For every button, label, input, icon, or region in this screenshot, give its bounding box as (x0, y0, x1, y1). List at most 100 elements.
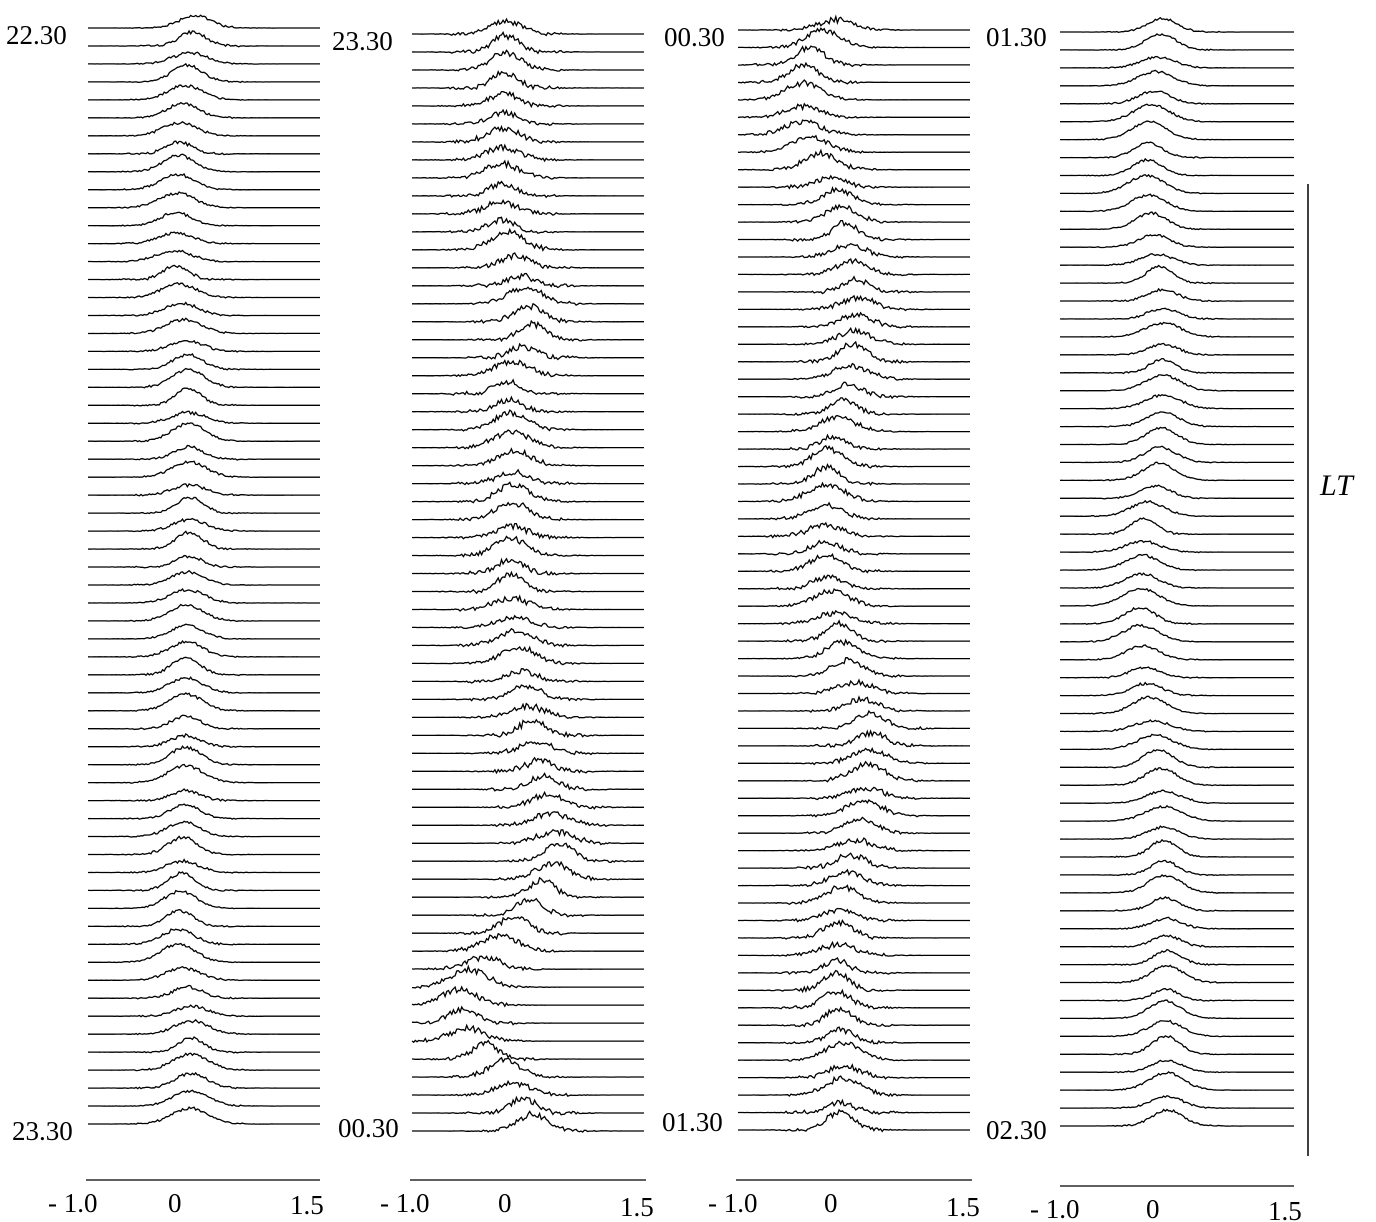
panel-2-trace-51 (412, 916, 644, 936)
panel-1-trace-22 (88, 387, 320, 407)
panel-1-trace-21 (88, 367, 320, 389)
panel-1-trace-30 (87, 530, 320, 551)
panel-4-trace-14 (1059, 253, 1294, 267)
panel-1-trace-56 (88, 1004, 320, 1018)
panel-3-trace-3 (738, 45, 970, 68)
panel-4-trace-9 (1060, 157, 1294, 177)
panel-3-tick-zero: 0 (824, 1188, 838, 1218)
panel-3-trace-61 (738, 1063, 970, 1080)
panel-2-trace-28 (412, 501, 644, 522)
panel-4-trace-10 (1060, 173, 1294, 195)
panel-3-trace-15 (738, 257, 970, 277)
panel-3-trace-48 (738, 837, 970, 853)
panel-4-trace-20 (1060, 357, 1294, 375)
panel-1-trace-44 (88, 788, 320, 802)
panel-3-trace-59 (738, 1026, 970, 1045)
panel-2-trace-42 (412, 756, 644, 775)
panel-2-end-label: 00.30 (338, 1113, 399, 1143)
panel-3-trace-58 (738, 1006, 970, 1028)
panel-1-tick-min: - 1.0 (48, 1188, 98, 1218)
panel-4-trace-51 (1060, 916, 1294, 930)
panel-3-trace-62 (738, 1075, 970, 1098)
panel-2-trace-49 (412, 876, 644, 900)
panel-1-trace-57 (88, 1018, 320, 1036)
panel-4-trace-26 (1059, 461, 1294, 482)
panel-1-trace-9 (88, 153, 320, 173)
panel-2-trace-8 (411, 143, 644, 163)
panel-3-trace-30 (738, 521, 970, 539)
panel-2-trace-23 (412, 409, 644, 432)
panel-1-trace-46 (88, 820, 320, 838)
panel-2-traces (411, 17, 644, 1133)
panel-3-trace-42 (738, 729, 970, 749)
panel-2-trace-47 (412, 842, 644, 864)
panel-1-trace-10 (88, 173, 320, 191)
panel-3-trace-14 (738, 242, 970, 259)
panel-3-trace-57 (738, 988, 970, 1010)
panel-4-trace-22 (1060, 393, 1294, 410)
panel-2-trace-36 (412, 645, 644, 666)
panel-1-end-label: 23.30 (12, 1116, 73, 1146)
panel-3-trace-55 (738, 957, 970, 975)
panel-1-trace-25 (88, 444, 320, 461)
panel-1-trace-1 (88, 14, 320, 29)
panel-2-trace-55 (411, 985, 644, 1008)
panel-2-trace-18 (412, 319, 644, 343)
panel-4-trace-54 (1060, 964, 1294, 984)
panel-2-trace-26 (412, 468, 644, 486)
panel-1-trace-12 (88, 211, 320, 227)
panel-3-start-label: 00.30 (664, 22, 725, 52)
panel-2-trace-19 (412, 342, 644, 361)
panel-2-trace-44 (412, 790, 644, 810)
panel-3-trace-18 (738, 311, 970, 329)
panel-2-trace-30 (412, 535, 644, 558)
panel-2-trace-2 (411, 31, 644, 55)
panel-3-trace-44 (738, 760, 970, 783)
panel-1-trace-15 (88, 264, 320, 281)
panel-1-trace-20 (88, 352, 320, 371)
panel-1-tick-max: 1.5 (290, 1190, 324, 1220)
panel-3-trace-32 (738, 552, 970, 574)
panel-1-trace-23 (88, 410, 320, 425)
panel-3-trace-17 (738, 294, 970, 312)
panel-2-trace-25 (412, 447, 644, 467)
panel-3-trace-49 (738, 852, 970, 871)
panel-1-trace-6 (88, 101, 320, 120)
panel-3-trace-20 (737, 340, 970, 365)
panel-3-trace-53 (738, 919, 970, 941)
panel-3-trace-39 (738, 678, 970, 696)
panel-1-tick-zero: 0 (168, 1188, 182, 1218)
panel-2-trace-59 (411, 1056, 644, 1079)
panel-1-start-label: 22.30 (6, 20, 67, 50)
panel-4-trace-16 (1060, 287, 1294, 303)
panel-2-trace-31 (412, 557, 644, 576)
panel-1-trace-35 (88, 623, 320, 640)
panel-4-trace-62 (1060, 1108, 1294, 1128)
panel-2-trace-6 (412, 108, 644, 127)
panel-1-trace-13 (88, 231, 320, 245)
panel-4-trace-48 (1060, 859, 1294, 877)
panel-1-trace-14 (88, 249, 320, 263)
panel-1-trace-45 (87, 803, 320, 820)
panel-3-trace-8 (737, 134, 970, 154)
panel-2-trace-5 (412, 90, 644, 109)
panel-4-trace-52 (1060, 934, 1294, 948)
panel-4-trace-11 (1060, 193, 1294, 213)
panel-4-trace-35 (1059, 623, 1294, 643)
panel-2-trace-58 (411, 1039, 644, 1062)
panel-4-trace-44 (1060, 789, 1294, 805)
panel-1-trace-58 (88, 1036, 320, 1054)
panel-1-trace-26 (88, 460, 320, 479)
panel-3-trace-63 (738, 1098, 970, 1116)
panel-2-trace-53 (411, 955, 644, 972)
panel-1-trace-53 (88, 942, 320, 964)
panel-4-trace-57 (1060, 1019, 1294, 1038)
panel-3-trace-43 (738, 747, 970, 766)
panel-3-end-label: 01.30 (662, 1107, 723, 1137)
panel-4-trace-49 (1059, 874, 1294, 894)
panel-2-trace-43 (412, 772, 644, 792)
panel-2-trace-7 (412, 124, 644, 144)
panel-4-trace-39 (1060, 695, 1294, 715)
panel-1-trace-28 (88, 496, 320, 515)
panel-2-trace-57 (411, 1023, 644, 1044)
